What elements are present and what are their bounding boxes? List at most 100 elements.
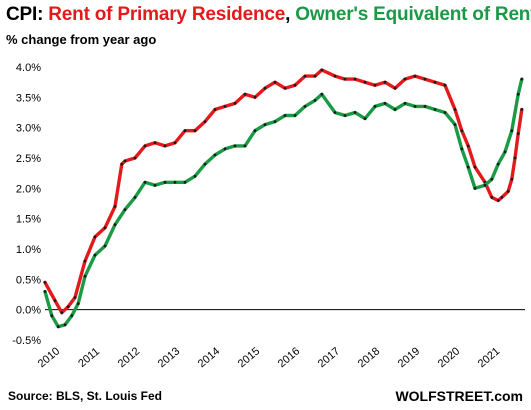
data-point-oer	[123, 208, 127, 212]
data-point-oer	[223, 147, 227, 151]
data-point-oer	[303, 105, 307, 108]
data-point-oer	[490, 177, 494, 181]
data-point-rent	[443, 83, 447, 87]
data-point-rent	[183, 129, 187, 133]
chart-title: CPI: Rent of Primary Residence, Owner's …	[6, 4, 531, 26]
data-point-oer	[343, 114, 347, 117]
data-point-oer	[520, 77, 524, 81]
data-point-oer	[413, 105, 417, 108]
data-point-oer	[423, 105, 427, 108]
data-point-oer	[153, 183, 157, 187]
data-point-oer	[263, 123, 267, 126]
series-line-oer	[43, 77, 524, 329]
data-point-oer	[143, 180, 147, 184]
data-point-rent	[363, 80, 367, 84]
data-point-oer	[173, 180, 177, 184]
data-point-oer	[353, 111, 357, 114]
y-tick-label: 4.0%	[16, 62, 41, 74]
data-point-oer	[473, 186, 477, 190]
data-point-rent	[333, 74, 337, 78]
data-point-oer	[466, 165, 470, 169]
data-point-rent	[273, 80, 277, 84]
data-point-oer	[50, 314, 54, 318]
x-tick-label: 2020	[436, 345, 462, 370]
data-point-oer	[403, 102, 407, 105]
data-point-rent	[423, 77, 427, 81]
data-point-oer	[516, 92, 520, 96]
data-point-rent	[143, 144, 147, 148]
data-point-oer	[253, 129, 257, 133]
data-point-oer	[313, 99, 317, 102]
x-tick-label: 2011	[76, 346, 102, 370]
data-point-rent	[133, 156, 137, 160]
data-point-rent	[233, 102, 237, 105]
data-point-rent	[496, 199, 500, 202]
title-prefix: CPI:	[6, 4, 49, 25]
data-point-rent	[466, 144, 470, 148]
data-point-rent	[163, 144, 167, 148]
data-point-rent	[73, 296, 77, 299]
data-point-oer	[503, 150, 507, 154]
data-point-rent	[510, 177, 514, 181]
data-point-rent	[513, 156, 517, 160]
y-tick-label: 1.5%	[16, 214, 41, 226]
data-point-oer	[443, 111, 447, 114]
x-tick-label: 2016	[276, 345, 302, 370]
data-point-rent	[83, 259, 87, 263]
data-point-rent	[403, 77, 407, 81]
data-point-rent	[203, 120, 207, 123]
series-line-rent	[43, 68, 524, 315]
data-point-oer	[483, 183, 487, 187]
data-point-oer	[76, 302, 80, 305]
data-point-oer	[103, 244, 107, 248]
series-rent	[43, 68, 524, 315]
data-point-rent	[120, 162, 124, 166]
data-point-oer	[113, 223, 117, 227]
data-point-oer	[63, 323, 67, 327]
data-point-rent	[520, 108, 524, 111]
data-point-rent	[93, 235, 97, 239]
data-point-rent	[490, 196, 494, 199]
data-point-oer	[393, 108, 397, 111]
data-point-oer	[133, 196, 137, 199]
data-point-rent	[460, 129, 464, 133]
x-tick-label: 2014	[196, 345, 222, 370]
data-point-oer	[283, 114, 287, 117]
y-tick-label: -0.5%	[12, 335, 41, 347]
x-tick-label: 2019	[396, 345, 422, 370]
data-point-oer	[193, 174, 197, 178]
data-point-rent	[353, 77, 357, 81]
y-tick-label: 2.0%	[16, 183, 41, 195]
y-tick-label: 0.0%	[16, 305, 41, 317]
brand-label: WOLFSTREET.com	[395, 388, 523, 404]
data-point-rent	[243, 92, 247, 96]
data-point-oer	[460, 147, 464, 151]
data-point-rent	[383, 80, 387, 84]
data-point-rent	[173, 141, 177, 145]
data-point-oer	[496, 162, 500, 166]
title-series-oer: Owner's Equivalent of Rent	[295, 4, 531, 25]
data-point-rent	[53, 299, 57, 302]
title-series-rent: Rent of Primary Residence	[48, 4, 286, 25]
data-point-rent	[473, 165, 477, 169]
data-point-oer	[363, 117, 367, 120]
x-tick-label: 2015	[236, 345, 262, 370]
data-point-oer	[383, 102, 387, 105]
data-point-oer	[163, 180, 167, 184]
data-point-oer	[320, 92, 324, 96]
data-point-rent	[373, 83, 377, 87]
y-tick-label: 0.5%	[16, 274, 41, 286]
data-point-oer	[56, 325, 60, 329]
data-point-rent	[413, 74, 417, 78]
data-point-oer	[83, 274, 87, 278]
data-point-rent	[103, 226, 107, 230]
y-tick-label: 2.5%	[16, 153, 41, 165]
data-point-oer	[233, 144, 237, 148]
data-point-oer	[333, 111, 337, 114]
y-tick-label: 3.0%	[16, 123, 41, 135]
data-point-rent	[253, 95, 257, 99]
data-point-rent	[60, 311, 64, 315]
title-separator: ,	[285, 4, 296, 25]
data-point-oer	[373, 105, 377, 108]
data-point-oer	[273, 120, 277, 123]
